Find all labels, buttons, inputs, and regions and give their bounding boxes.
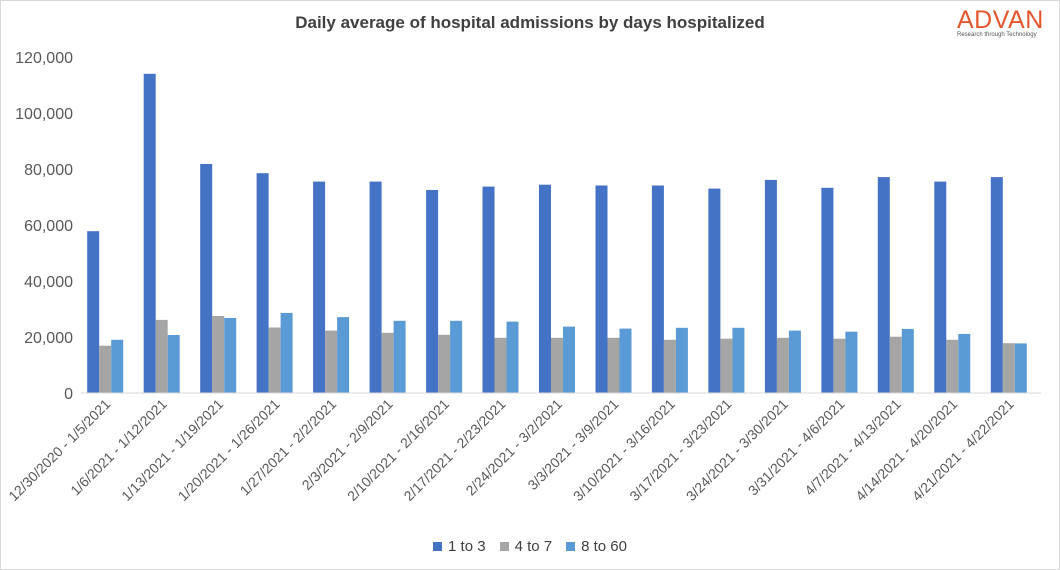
x-tick-label: 3/17/2021 - 3/23/2021 bbox=[626, 396, 734, 504]
chart-legend: 1 to 3 4 to 7 8 to 60 bbox=[1, 538, 1059, 555]
bar-4-to-7 bbox=[720, 338, 733, 393]
bar-1-to-3 bbox=[990, 177, 1003, 393]
bar-8-to-60 bbox=[224, 318, 237, 393]
legend-item: 1 to 3 bbox=[433, 538, 486, 555]
bar-4-to-7 bbox=[494, 337, 507, 393]
y-tick-label: 40,000 bbox=[24, 274, 73, 291]
y-tick-label: 80,000 bbox=[24, 162, 73, 179]
bar-1-to-3 bbox=[821, 187, 834, 393]
legend-swatch bbox=[433, 542, 443, 551]
legend-item: 4 to 7 bbox=[499, 538, 553, 555]
logo-wordmark: ADVAN bbox=[957, 6, 1044, 34]
x-tick-label: 2/24/2021 - 3/2/2021 bbox=[462, 396, 565, 499]
legend-label: 8 to 60 bbox=[581, 538, 627, 555]
bar-1-to-3 bbox=[143, 73, 156, 394]
bar-1-to-3 bbox=[200, 164, 213, 393]
bar-1-to-3 bbox=[87, 231, 100, 393]
x-tick-label: 1/20/2021 - 1/26/2021 bbox=[175, 396, 283, 504]
bar-1-to-3 bbox=[313, 181, 326, 393]
bar-4-to-7 bbox=[607, 337, 620, 393]
bar-4-to-7 bbox=[155, 319, 168, 393]
legend-swatch bbox=[499, 542, 509, 551]
x-tick-label: 2/10/2021 - 2/16/2021 bbox=[344, 396, 452, 504]
bar-chart: 0 20,000 40,000 60,000 80,000 100,000 120,000 1… bbox=[5, 50, 1041, 504]
bar-8-to-60 bbox=[506, 321, 519, 393]
legend-label: 1 to 3 bbox=[448, 538, 486, 555]
x-tick-label: 1/6/2021 - 1/12/2021 bbox=[67, 396, 170, 499]
bar-8-to-60 bbox=[901, 328, 914, 393]
bar-1-to-3 bbox=[764, 179, 777, 393]
bar-4-to-7 bbox=[99, 345, 112, 393]
y-tick-label: 20,000 bbox=[24, 330, 73, 347]
bar-1-to-3 bbox=[708, 188, 721, 393]
bar-4-to-7 bbox=[1002, 343, 1015, 393]
chart-title: Daily average of hospital admissions by … bbox=[295, 13, 765, 32]
x-tick-label: 2/17/2021 - 2/23/2021 bbox=[400, 396, 508, 504]
bar-4-to-7 bbox=[889, 336, 902, 393]
bar-4-to-7 bbox=[946, 339, 959, 393]
bar-8-to-60 bbox=[167, 335, 180, 393]
bar-1-to-3 bbox=[877, 177, 890, 393]
bar-1-to-3 bbox=[256, 173, 269, 393]
x-tick-label: 4/14/2021 - 4/20/2021 bbox=[852, 396, 960, 504]
x-tick-label: 4/21/2021 - 4/22/2021 bbox=[909, 396, 1017, 504]
bar-1-to-3 bbox=[595, 185, 608, 393]
legend-label: 4 to 7 bbox=[514, 538, 553, 555]
x-tick-label: 12/30/2020 - 1/5/2021 bbox=[5, 396, 113, 504]
bar-8-to-60 bbox=[111, 339, 124, 393]
bar-4-to-7 bbox=[663, 339, 676, 393]
bar-1-to-3 bbox=[539, 184, 551, 393]
bar-4-to-7 bbox=[325, 330, 338, 393]
bar-4-to-7 bbox=[833, 338, 846, 393]
x-tick-label: 1/27/2021 - 2/2/2021 bbox=[237, 396, 340, 499]
bar-8-to-60 bbox=[393, 320, 406, 393]
bar-4-to-7 bbox=[438, 334, 451, 393]
legend-swatch bbox=[566, 542, 576, 551]
bar-1-to-3 bbox=[426, 190, 439, 393]
bar-1-to-3 bbox=[934, 181, 947, 393]
bar-8-to-60 bbox=[845, 331, 858, 393]
bar-8-to-60 bbox=[280, 312, 293, 393]
bar-8-to-60 bbox=[563, 326, 575, 393]
x-tick-label: 4/7/2021 - 4/13/2021 bbox=[801, 396, 904, 499]
bar-1-to-3 bbox=[369, 181, 382, 393]
y-tick-label: 60,000 bbox=[24, 218, 73, 235]
bar-8-to-60 bbox=[619, 328, 632, 393]
bar-8-to-60 bbox=[788, 330, 801, 393]
bar-8-to-60 bbox=[732, 327, 745, 393]
y-tick-label: 120,000 bbox=[15, 50, 73, 67]
y-tick-label: 100,000 bbox=[15, 106, 73, 123]
x-tick-label: 3/31/2021 - 4/6/2021 bbox=[745, 396, 848, 499]
bar-1-to-3 bbox=[482, 186, 495, 393]
advan-logo: ADVAN Research through Technology bbox=[957, 7, 1057, 38]
bar-4-to-7 bbox=[381, 332, 394, 393]
x-tick-label: 3/10/2021 - 3/16/2021 bbox=[570, 396, 678, 504]
bar-8-to-60 bbox=[675, 327, 688, 393]
bar-8-to-60 bbox=[450, 320, 463, 393]
bar-8-to-60 bbox=[1014, 343, 1027, 393]
bar-4-to-7 bbox=[551, 337, 563, 393]
legend-item: 8 to 60 bbox=[566, 538, 627, 555]
logo-tagline: Research through Technology bbox=[957, 32, 1037, 38]
y-tick-label: 0 bbox=[64, 386, 73, 403]
bar-4-to-7 bbox=[776, 337, 789, 393]
bar-8-to-60 bbox=[337, 317, 350, 393]
bar-4-to-7 bbox=[212, 316, 225, 393]
bar-8-to-60 bbox=[958, 333, 971, 393]
bar-1-to-3 bbox=[651, 185, 664, 393]
x-tick-label: 1/13/2021 - 1/19/2021 bbox=[118, 396, 226, 504]
x-tick-label: 3/24/2021 - 3/30/2021 bbox=[683, 396, 791, 504]
bar-4-to-7 bbox=[268, 327, 281, 393]
